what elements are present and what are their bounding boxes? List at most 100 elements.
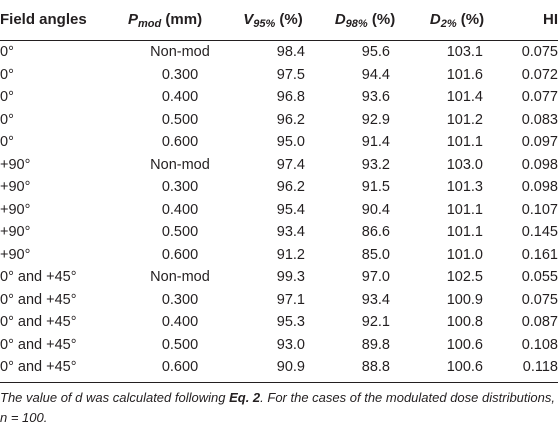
hi-cell: 0.055 xyxy=(521,269,558,285)
hi-cell: 0.108 xyxy=(521,336,558,353)
table-row: +90° 0.600 91.2 85.0 101.0 0.161 xyxy=(0,244,558,267)
p-mod-cell: 0.300 xyxy=(161,291,199,308)
field-angle-cell: 0° and +45° xyxy=(0,359,77,375)
hi-cell: 0.118 xyxy=(522,359,558,375)
d98-cell: 92.9 xyxy=(361,111,390,128)
p-mod-cell: 0.500 xyxy=(161,111,199,128)
d98-cell: 95.6 xyxy=(361,44,390,60)
v95-cell: 96.8 xyxy=(276,89,305,105)
header-p-mod: Pmod (mm) xyxy=(128,11,203,30)
table-body: 0° Non-mod 98.4 95.6 103.1 0.075 0° 0.300 97.5 94… xyxy=(0,41,558,379)
footnote-text-1: The value of d was calculated following xyxy=(0,390,230,405)
p-mod-cell: 0.600 xyxy=(161,359,199,375)
p-mod-cell: Non-mod xyxy=(150,269,210,285)
table-row: 0° and +45° Non-mod 99.3 97.0 102.5 0.055 xyxy=(0,266,558,289)
v95-cell: 90.9 xyxy=(276,359,305,375)
p-mod-cell: 0.500 xyxy=(161,336,199,353)
d98-cell: 86.6 xyxy=(361,224,390,240)
field-angle-cell: +90° xyxy=(0,156,31,173)
p-mod-cell: 0.400 xyxy=(161,89,199,105)
d2-cell: 101.4 xyxy=(446,89,483,105)
table-row: 0° Non-mod 98.4 95.6 103.1 0.075 xyxy=(0,41,558,64)
v95-cell: 99.3 xyxy=(276,269,305,285)
header-hi: HI xyxy=(543,11,558,28)
d2-cell: 100.8 xyxy=(446,314,483,330)
v95-cell: 95.0 xyxy=(276,134,305,150)
v95-cell: 93.0 xyxy=(276,336,305,353)
v95-cell: 91.2 xyxy=(276,246,305,263)
v95-cell: 98.4 xyxy=(276,44,305,60)
d2-cell: 101.1 xyxy=(446,134,483,150)
d2-cell: 102.5 xyxy=(446,269,483,285)
hi-cell: 0.075 xyxy=(521,291,558,308)
field-angle-cell: 0° xyxy=(0,44,14,60)
d2-cell: 103.1 xyxy=(446,44,483,60)
table-bottom-rule xyxy=(0,382,558,383)
hi-cell: 0.097 xyxy=(521,134,558,150)
d2-cell: 100.6 xyxy=(446,336,483,353)
d2-cell: 100.6 xyxy=(446,359,483,375)
v95-cell: 93.4 xyxy=(276,224,305,240)
v95-cell: 95.4 xyxy=(276,201,305,218)
field-angle-cell: +90° xyxy=(0,179,31,195)
p-mod-cell: 0.500 xyxy=(161,224,199,240)
field-angle-cell: 0° xyxy=(0,66,14,83)
table-row: 0° 0.600 95.0 91.4 101.1 0.097 xyxy=(0,131,558,154)
field-angle-cell: 0° and +45° xyxy=(0,291,77,308)
hi-cell: 0.072 xyxy=(521,66,558,83)
table-row: 0° and +45° 0.400 95.3 92.1 100.8 0.087 xyxy=(0,311,558,334)
footnote-eq-ref: Eq. 2 xyxy=(229,390,261,405)
v95-cell: 97.5 xyxy=(276,66,305,83)
hi-cell: 0.098 xyxy=(521,156,558,173)
table-row: +90° 0.500 93.4 86.6 101.1 0.145 xyxy=(0,221,558,244)
p-mod-cell: 0.600 xyxy=(161,134,199,150)
d2-cell: 101.3 xyxy=(446,179,483,195)
d98-cell: 97.0 xyxy=(361,269,390,285)
field-angle-cell: 0° xyxy=(0,89,14,105)
v95-cell: 96.2 xyxy=(276,111,305,128)
p-mod-cell: 0.300 xyxy=(161,66,199,83)
hi-cell: 0.161 xyxy=(521,246,558,263)
field-angle-cell: 0° and +45° xyxy=(0,269,77,285)
header-d98: D98% (%) xyxy=(334,11,396,30)
d98-cell: 91.5 xyxy=(361,179,390,195)
p-mod-cell: Non-mod xyxy=(150,44,210,60)
field-angle-cell: 0° and +45° xyxy=(0,336,77,353)
table-row: 0° 0.500 96.2 92.9 101.2 0.083 xyxy=(0,109,558,132)
hi-cell: 0.077 xyxy=(521,89,558,105)
v95-cell: 97.4 xyxy=(276,156,305,173)
table-row: 0° 0.400 96.8 93.6 101.4 0.077 xyxy=(0,86,558,109)
table-row: +90° 0.400 95.4 90.4 101.1 0.107 xyxy=(0,199,558,222)
table-row: 0° and +45° 0.600 90.9 88.8 100.6 0.118 xyxy=(0,356,558,379)
hi-cell: 0.145 xyxy=(521,224,558,240)
header-field-angles: Field angles xyxy=(0,11,87,28)
field-angle-cell: +90° xyxy=(0,201,31,218)
field-angle-cell: +90° xyxy=(0,246,31,263)
p-mod-cell: 0.600 xyxy=(161,246,199,263)
d98-cell: 94.4 xyxy=(361,66,390,83)
d2-cell: 100.9 xyxy=(446,291,483,308)
table-row: 0° 0.300 97.5 94.4 101.6 0.072 xyxy=(0,64,558,87)
hi-cell: 0.107 xyxy=(521,201,558,218)
hi-cell: 0.083 xyxy=(521,111,558,128)
field-angle-cell: +90° xyxy=(0,224,31,240)
results-table: Field angles Pmod (mm) V95% (%) D98% (%)… xyxy=(0,11,558,379)
field-angle-cell: 0° xyxy=(0,134,14,150)
p-mod-cell: 0.300 xyxy=(161,179,199,195)
header-d2: D2% (%) xyxy=(429,11,485,30)
p-mod-cell: 0.400 xyxy=(161,314,199,330)
v95-cell: 97.1 xyxy=(276,291,305,308)
header-v95: V95% (%) xyxy=(243,11,303,30)
d2-cell: 101.1 xyxy=(446,201,483,218)
d98-cell: 89.8 xyxy=(361,336,390,353)
v95-cell: 95.3 xyxy=(276,314,305,330)
d2-cell: 101.2 xyxy=(446,111,483,128)
d2-cell: 101.0 xyxy=(446,246,483,263)
table-row: +90° 0.300 96.2 91.5 101.3 0.098 xyxy=(0,176,558,199)
p-mod-cell: 0.400 xyxy=(161,201,199,218)
d2-cell: 101.6 xyxy=(446,66,483,83)
d2-cell: 103.0 xyxy=(446,156,483,173)
d98-cell: 92.1 xyxy=(361,314,390,330)
d98-cell: 85.0 xyxy=(361,246,390,263)
